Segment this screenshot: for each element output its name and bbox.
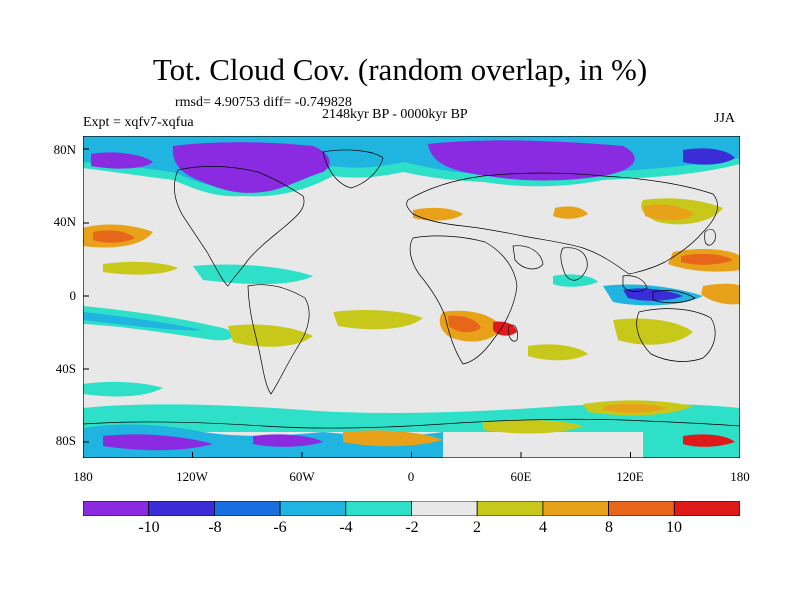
season-label: JJA bbox=[714, 111, 736, 126]
x-tick-label: 60W bbox=[289, 469, 315, 484]
cloud-cover-map bbox=[83, 136, 740, 458]
anomaly-region bbox=[93, 230, 135, 243]
anomaly-region bbox=[683, 434, 735, 447]
y-tick-label: 40S bbox=[55, 361, 76, 376]
anomaly-field bbox=[83, 136, 740, 458]
anomaly-region bbox=[428, 140, 635, 181]
coastlines bbox=[83, 149, 740, 429]
anomaly-region bbox=[413, 207, 463, 221]
anomaly-region bbox=[343, 430, 443, 447]
anomaly-region bbox=[603, 403, 668, 413]
anomaly-region bbox=[701, 283, 740, 305]
colorbar-box bbox=[673, 501, 740, 516]
coastline-australia bbox=[636, 308, 716, 362]
axis-ticks bbox=[83, 148, 740, 458]
anomaly-region bbox=[683, 148, 735, 165]
anomaly-region bbox=[681, 253, 733, 265]
colorbar-box bbox=[411, 501, 478, 516]
period-label: 2148kyr BP - 0000kyr BP bbox=[322, 107, 468, 122]
anomaly-region bbox=[91, 152, 153, 169]
colorbar-label: -2 bbox=[405, 519, 419, 536]
anomaly-region bbox=[253, 434, 323, 447]
x-tick-label: 180 bbox=[73, 469, 93, 484]
anomaly-region bbox=[103, 434, 213, 451]
anomaly-region bbox=[228, 324, 313, 347]
coastline-antarctica bbox=[83, 418, 740, 429]
x-tick-label: 120E bbox=[616, 469, 644, 484]
colorbar-box bbox=[542, 501, 609, 516]
colorbar-box bbox=[213, 501, 281, 516]
colorbar-box bbox=[279, 501, 347, 516]
x-tick-label: 60E bbox=[510, 469, 532, 484]
colorbar-box bbox=[345, 501, 412, 516]
colorbar-label: 10 bbox=[666, 519, 682, 536]
colorbar-label: 2 bbox=[473, 519, 481, 536]
colorbar-label: -6 bbox=[273, 519, 287, 536]
coastline-japan bbox=[704, 228, 716, 246]
colorbar-box bbox=[608, 501, 675, 516]
anomaly-region bbox=[613, 318, 693, 345]
colorbar-label: 8 bbox=[605, 519, 613, 536]
anomaly-region bbox=[448, 315, 481, 333]
anomaly-region bbox=[103, 261, 178, 275]
map-title: Tot. Cloud Cov. (random overlap, in %) bbox=[152, 52, 648, 87]
anomaly-region bbox=[83, 312, 203, 331]
anomaly-region bbox=[483, 419, 583, 434]
colorbar-box bbox=[148, 501, 215, 516]
y-tick-label: 80S bbox=[55, 433, 76, 448]
coastline-arabia-india bbox=[512, 245, 588, 281]
colorbar-label: -8 bbox=[208, 519, 222, 536]
colorbar-label: -4 bbox=[339, 519, 353, 536]
anomaly-region bbox=[553, 274, 598, 287]
y-tick-label: 80N bbox=[53, 142, 76, 157]
anomaly-region bbox=[83, 381, 163, 397]
colorbar-label: -10 bbox=[138, 519, 160, 536]
anomaly-region bbox=[643, 204, 695, 221]
colorbar-box bbox=[476, 501, 544, 516]
anomaly-region bbox=[333, 310, 423, 330]
x-tick-label: 120W bbox=[176, 469, 208, 484]
colorbar-box bbox=[83, 501, 150, 516]
anomaly-region bbox=[553, 206, 588, 219]
coastline-north-america bbox=[174, 166, 305, 287]
coastline-south-america bbox=[247, 284, 310, 395]
coastline-madagascar bbox=[508, 324, 518, 342]
experiment-label: Expt = xqfv7-xqfua bbox=[83, 115, 194, 130]
anomaly-region bbox=[528, 344, 588, 361]
colorbar-label: 4 bbox=[539, 519, 547, 536]
x-tick-label: 0 bbox=[407, 469, 415, 484]
anomaly-region bbox=[172, 142, 330, 193]
coastline-greenland bbox=[322, 149, 384, 189]
coastline-southeast-asia bbox=[622, 275, 696, 304]
y-tick-label: 0 bbox=[69, 288, 77, 303]
coastline-africa bbox=[409, 235, 518, 365]
stats-label: rmsd= 4.90753 diff= -0.749828 bbox=[175, 95, 352, 110]
x-tick-label: 180 bbox=[730, 469, 750, 484]
y-tick-label: 40N bbox=[53, 214, 76, 229]
coastline-eurasia bbox=[406, 172, 718, 275]
colorbar bbox=[83, 501, 740, 516]
